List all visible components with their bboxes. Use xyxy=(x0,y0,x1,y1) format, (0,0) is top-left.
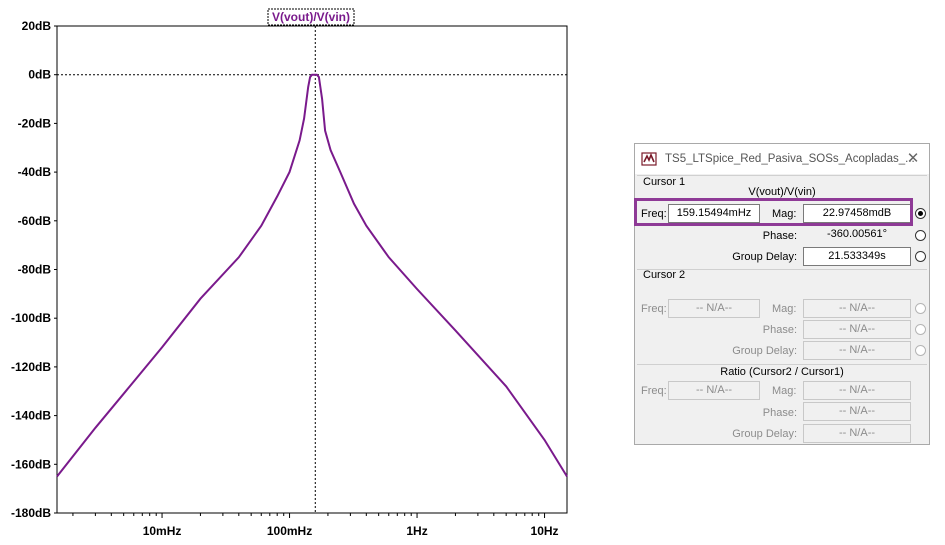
cursor2-phase-field[interactable]: -- N/A-- xyxy=(803,320,911,339)
cursor2-delay-field[interactable]: -- N/A-- xyxy=(803,341,911,360)
cursor1-group-label: Cursor 1 xyxy=(643,176,686,188)
trace-magnitude xyxy=(56,73,568,478)
cursor1-delay-radio[interactable] xyxy=(915,251,926,262)
cursor1-phase-radio[interactable] xyxy=(915,230,926,241)
x-tick-label: 1Hz xyxy=(406,524,427,538)
cursor1-mag-label: Mag: xyxy=(772,208,797,220)
cursor2-mag-label: Mag: xyxy=(772,303,797,315)
close-button[interactable]: ✕ xyxy=(906,150,920,167)
cursor1-freq-field[interactable]: 159.15494mHz xyxy=(668,204,760,223)
ratio-mag-field[interactable]: -- N/A-- xyxy=(803,381,911,400)
y-tick-label: 0dB xyxy=(28,68,51,82)
ratio-freq-field[interactable]: -- N/A-- xyxy=(668,381,760,400)
y-tick-label: -140dB xyxy=(11,409,51,423)
ratio-phase-field[interactable]: -- N/A-- xyxy=(803,402,911,421)
dialog-title: TS5_LTSpice_Red_Pasiva_SOSs_Acopladas_..… xyxy=(665,153,915,165)
y-tick-label: -100dB xyxy=(11,311,51,325)
trace-label-box[interactable] xyxy=(267,8,355,26)
y-tick-label: -80dB xyxy=(18,263,52,277)
cursor1-delay-label: Group Delay: xyxy=(732,251,797,263)
ratio-delay-label: Group Delay: xyxy=(732,428,797,440)
y-tick-label: -120dB xyxy=(11,360,51,374)
ltspice-icon xyxy=(641,152,657,166)
x-axis: 10mHz 100mHz 1Hz 10Hz xyxy=(72,513,559,538)
cursor1-divider xyxy=(637,175,927,176)
x-tick-label: 10mHz xyxy=(143,524,182,538)
x-tick-label: 10Hz xyxy=(531,524,559,538)
y-tick-label: -20dB xyxy=(18,116,52,130)
ratio-phase-label: Phase: xyxy=(762,407,797,419)
cursor2-freq-label: Freq: xyxy=(641,303,667,315)
dialog-titlebar[interactable]: TS5_LTSpice_Red_Pasiva_SOSs_Acopladas_..… xyxy=(635,144,929,174)
x-tick-label: 100mHz xyxy=(267,524,312,538)
cursor2-delay-label: Group Delay: xyxy=(732,345,797,357)
ratio-delay-field[interactable]: -- N/A-- xyxy=(803,424,911,443)
ratio-group-label: Ratio (Cursor2 / Cursor1) xyxy=(720,366,844,378)
y-tick-label: -160dB xyxy=(11,457,51,471)
cursor2-group-label: Cursor 2 xyxy=(643,269,686,281)
trace-label: V(vout)/V(vin) xyxy=(272,10,350,24)
cursor2-freq-field[interactable]: -- N/A-- xyxy=(668,299,760,318)
cursor-dialog: TS5_LTSpice_Red_Pasiva_SOSs_Acopladas_..… xyxy=(634,143,930,445)
plot-area[interactable] xyxy=(56,25,568,514)
y-tick-label: -180dB xyxy=(11,506,51,520)
cursor1-phase-label: Phase: xyxy=(762,230,797,242)
y-tick-label: -40dB xyxy=(18,165,52,179)
ratio-mag-label: Mag: xyxy=(772,385,797,397)
cursor2-phase-radio[interactable] xyxy=(915,324,926,335)
cursor1-freq-label: Freq: xyxy=(641,208,667,220)
cursor1-mag-radio[interactable] xyxy=(915,208,926,219)
cursor1-trace-name: V(vout)/V(vin) xyxy=(748,186,816,198)
cursor2-phase-label: Phase: xyxy=(762,324,797,336)
cursor2-divider xyxy=(637,269,927,270)
ratio-divider xyxy=(637,364,927,365)
radio-selected-dot xyxy=(918,211,923,216)
cursor1-mag-field[interactable]: 22.97458mdB xyxy=(803,204,911,223)
y-axis: 20dB 0dB -20dB -40dB -60dB -80dB -100dB -120dB -… xyxy=(11,19,57,520)
cursor2-delay-radio[interactable] xyxy=(915,345,926,356)
y-tick-label: -60dB xyxy=(18,214,52,228)
bode-plot[interactable]: 20dB 0dB -20dB -40dB -60dB -80dB -100dB -120dB -… xyxy=(0,0,600,545)
cursor1-phase-field[interactable]: -360.00561° xyxy=(826,228,888,240)
cursor2-mag-field[interactable]: -- N/A-- xyxy=(803,299,911,318)
cursor1-delay-field[interactable]: 21.533349s xyxy=(803,247,911,266)
cursor2-mag-radio[interactable] xyxy=(915,303,926,314)
y-tick-label: 20dB xyxy=(22,19,52,33)
ratio-freq-label: Freq: xyxy=(641,385,667,397)
